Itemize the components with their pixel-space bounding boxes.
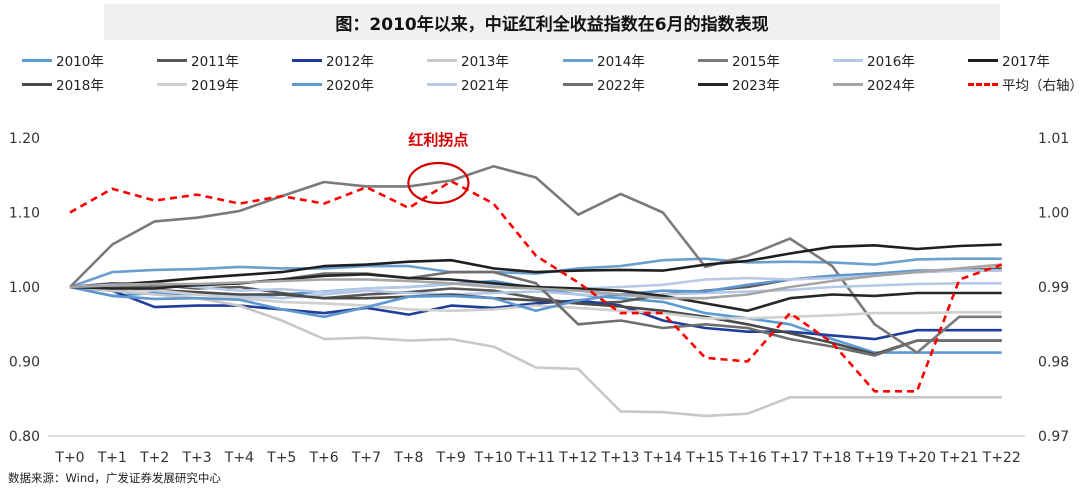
legend-label: 2013年	[461, 54, 509, 70]
legend-swatch	[427, 82, 457, 86]
legend-item-2016: 2016年	[833, 50, 915, 70]
x-tick-label: T+9	[436, 450, 466, 466]
line-chart: 0.80 0.90 1.00 1.10 1.20 0.97 0.98 0.99 1.00 1.01…	[9, 131, 1069, 466]
legend-item-2024: 2024年	[833, 74, 915, 94]
legend-label: 2022年	[597, 78, 645, 94]
x-tick-label: T+0	[54, 450, 84, 466]
legend-label: 2015年	[732, 54, 780, 70]
legend-label: 平均（右轴）	[1002, 78, 1080, 94]
series-line-2014	[69, 257, 1002, 289]
x-tick-label: T+12	[558, 450, 597, 466]
series-line-2020	[69, 269, 1002, 319]
y-right-tick-label: 1.01	[1038, 131, 1069, 147]
y-left-tick-label: 1.20	[9, 131, 40, 147]
x-tick-label: T+6	[308, 450, 338, 466]
legend-swatch	[292, 58, 322, 62]
chart-title: 图：2010年以来，中证红利全收益指数在6月的指数表现	[335, 14, 769, 35]
legend-item-2014: 2014年	[563, 50, 645, 70]
x-tick-label: T+20	[897, 450, 936, 466]
legend-swatch	[968, 58, 998, 62]
legend-item-2010: 2010年	[22, 50, 104, 70]
legend-label: 2017年	[1002, 54, 1050, 70]
y-right-tick-label: 0.97	[1038, 429, 1069, 445]
legend-item-2020: 2020年	[292, 74, 374, 94]
y-right-tick-label: 0.99	[1038, 280, 1069, 296]
x-tick-label: T+11	[516, 450, 555, 466]
y-right-tick-label: 1.00	[1038, 206, 1069, 222]
legend-swatch	[22, 58, 52, 62]
x-tick-label: T+8	[393, 450, 423, 466]
x-tick-label: T+5	[266, 450, 296, 466]
series-line-2016	[69, 281, 1002, 300]
legend-swatch	[833, 82, 863, 86]
x-tick-label: T+17	[770, 450, 809, 466]
legend-swatch	[698, 58, 728, 62]
series-line-2018	[69, 285, 1002, 356]
x-tick-label: T+7	[351, 450, 381, 466]
x-tick-label: T+4	[224, 450, 254, 466]
series-line-2017	[69, 243, 1002, 289]
x-tick-label: T+19	[855, 450, 894, 466]
series-line-avg	[69, 179, 1003, 393]
x-tick-label: T+18	[812, 450, 851, 466]
legend-label: 2011年	[191, 54, 239, 70]
series-line-2019	[69, 285, 1002, 320]
legend-label: 2014年	[597, 54, 645, 70]
legend-label: 2020年	[326, 78, 374, 94]
legend-item-2023: 2023年	[698, 74, 780, 94]
legend-item-2017: 2017年	[968, 50, 1050, 70]
legend-item-2019: 2019年	[157, 74, 239, 94]
legend-swatch	[833, 58, 863, 62]
legend-label: 2016年	[867, 54, 915, 70]
legend-item-2013: 2013年	[427, 50, 509, 70]
y-left-tick-label: 0.80	[9, 429, 40, 445]
legend-swatch	[157, 58, 187, 62]
legend-label: 2019年	[191, 78, 239, 94]
series-line-2013	[69, 285, 1002, 418]
y-left-tick-label: 1.00	[9, 280, 40, 296]
x-tick-label: T+13	[600, 450, 639, 466]
legend-label: 2024年	[867, 78, 915, 94]
x-tick-label: T+15	[685, 450, 724, 466]
chart-title-bar: 图：2010年以来，中证红利全收益指数在6月的指数表现	[104, 4, 1000, 40]
legend-label: 2010年	[56, 54, 104, 70]
legend-item-2015: 2015年	[698, 50, 780, 70]
x-tick-label: T+22	[982, 450, 1021, 466]
source-note: 数据来源：Wind，广发证券发展研究中心	[8, 471, 221, 485]
chart-legend: 2010年 2011年 2012年 2013年 2014年 2015年 2016年 2017年…	[22, 50, 1080, 96]
legend-swatch	[698, 82, 728, 86]
y-right-tick-label: 0.98	[1038, 355, 1069, 371]
legend-swatch	[563, 58, 593, 62]
legend-item-2011: 2011年	[157, 50, 239, 70]
annotation-label: 红利拐点	[408, 131, 468, 149]
x-tick-label: T+1	[97, 450, 127, 466]
legend-label: 2023年	[732, 78, 780, 94]
legend-swatch	[427, 58, 457, 62]
x-tick-label: T+16	[728, 450, 767, 466]
legend-swatch	[22, 82, 52, 86]
x-tick-label: T+3	[181, 450, 211, 466]
legend-item-2018: 2018年	[22, 74, 104, 94]
legend-swatch	[292, 82, 322, 86]
series-line-2015	[69, 165, 1002, 354]
legend-label: 2021年	[461, 78, 509, 94]
legend-swatch	[157, 82, 187, 86]
legend-label: 2018年	[56, 78, 104, 94]
x-tick-label: T+14	[643, 450, 682, 466]
legend-label: 2012年	[326, 54, 374, 70]
legend-swatch	[563, 82, 593, 86]
y-left-tick-label: 0.90	[9, 355, 40, 371]
legend-item-2012: 2012年	[292, 50, 374, 70]
x-tick-label: T+10	[473, 450, 512, 466]
legend-item-avg: 平均（右轴）	[968, 74, 1080, 94]
series-line-2012	[69, 285, 1002, 341]
inflection-circle	[407, 161, 470, 205]
x-tick-label: T+2	[139, 450, 169, 466]
y-left-tick-label: 1.10	[9, 206, 40, 222]
legend-swatch	[968, 82, 998, 86]
legend-item-2022: 2022年	[563, 74, 645, 94]
series-line-2024	[69, 263, 1002, 300]
legend-item-2021: 2021年	[427, 74, 509, 94]
x-tick-label: T+21	[939, 450, 978, 466]
